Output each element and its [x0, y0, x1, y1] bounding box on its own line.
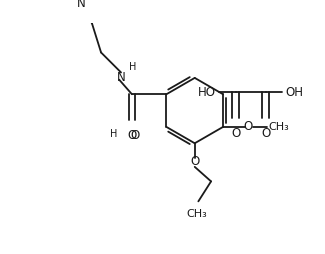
Text: O: O — [231, 127, 240, 140]
Text: O: O — [261, 127, 270, 140]
Text: H: H — [110, 129, 117, 139]
Text: O: O — [130, 129, 139, 142]
Text: O: O — [244, 120, 253, 133]
Text: N: N — [77, 0, 85, 10]
Text: HO: HO — [198, 86, 215, 99]
Text: CH₃: CH₃ — [186, 209, 207, 219]
Text: O: O — [127, 129, 136, 142]
Text: H: H — [129, 61, 136, 72]
Text: O: O — [190, 155, 199, 168]
Text: CH₃: CH₃ — [268, 122, 289, 132]
Text: N: N — [117, 71, 125, 84]
Text: OH: OH — [285, 86, 304, 99]
